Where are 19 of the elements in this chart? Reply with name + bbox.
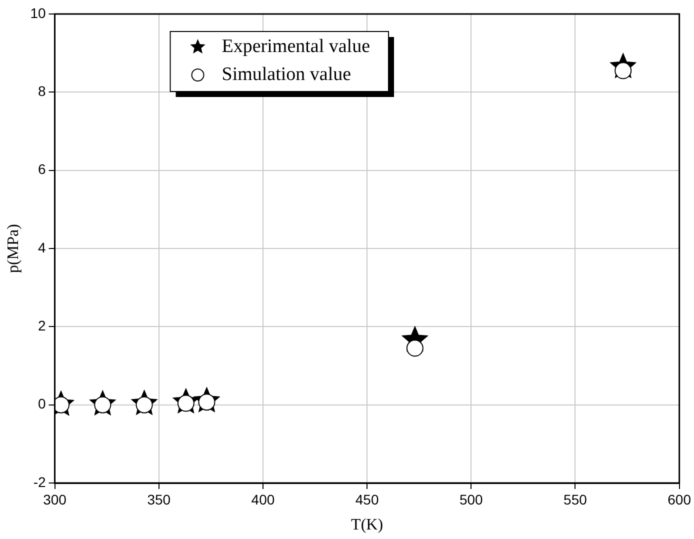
y-tick-label: 6 xyxy=(38,161,46,178)
x-axis-title: T(K) xyxy=(351,516,384,534)
x-tick-label: 300 xyxy=(43,491,67,508)
x-tick-label: 400 xyxy=(251,491,275,508)
y-tick-label: 8 xyxy=(38,83,46,100)
y-tick-label: 4 xyxy=(38,239,46,256)
legend-label: Experimental value xyxy=(222,36,370,57)
y-tick-label: 10 xyxy=(30,4,46,21)
x-tick-label: 450 xyxy=(355,491,379,508)
y-tick-label: 2 xyxy=(38,318,46,334)
x-tick-label: 600 xyxy=(668,491,692,508)
x-tick-label: 350 xyxy=(147,491,171,508)
y-tick-label: 0 xyxy=(38,396,46,412)
x-tick-label: 550 xyxy=(564,491,588,508)
point xyxy=(406,340,424,357)
y-tick-label: -2 xyxy=(33,474,46,490)
legend-label: Simulation value xyxy=(222,64,352,85)
x-tick-label: 500 xyxy=(459,491,484,508)
y-axis-title: p(MPa) xyxy=(4,224,22,273)
